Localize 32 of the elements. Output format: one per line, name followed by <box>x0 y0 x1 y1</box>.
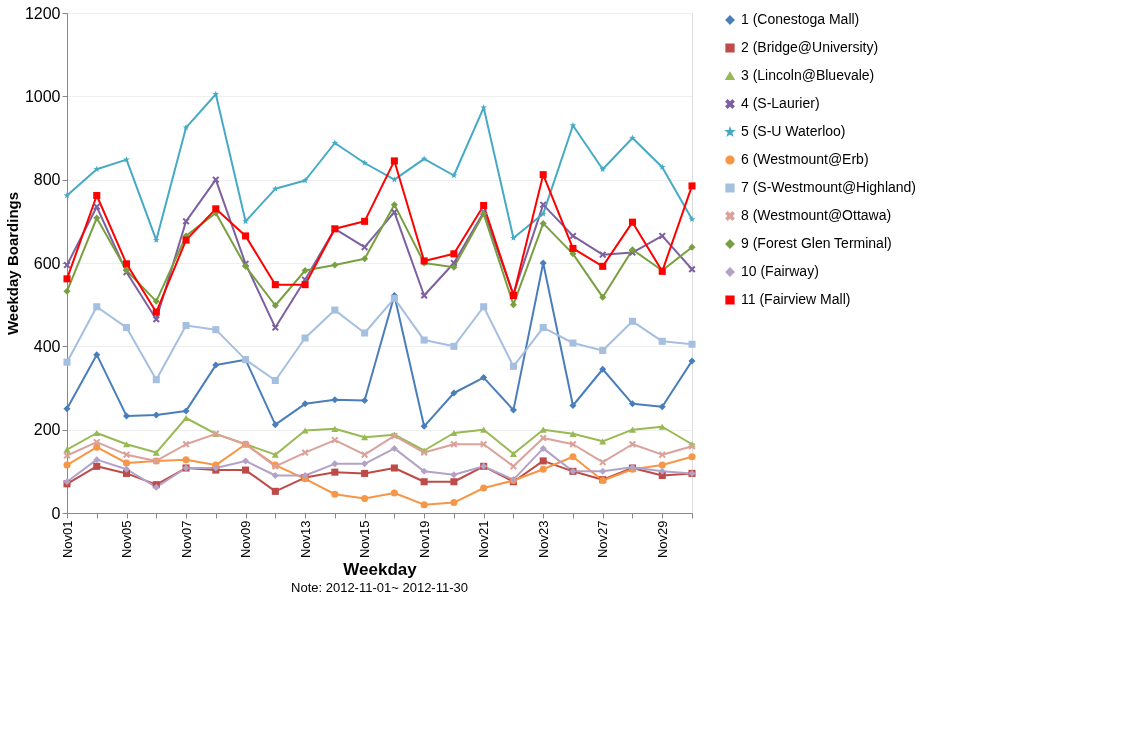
y-tick-label: 1200 <box>24 4 61 22</box>
x-tick-label: Nov23 <box>535 520 551 559</box>
x-tick-label: Nov05 <box>119 520 135 559</box>
legend-label: 7 (S-Westmount@Highland) <box>741 179 917 195</box>
legend-label: 6 (Westmount@Erb) <box>741 151 869 167</box>
x-tick-label: Nov07 <box>178 520 194 559</box>
x-tick-label: Nov29 <box>654 520 670 559</box>
x-tick-label: Nov09 <box>238 520 254 559</box>
legend-label: 11 (Fairview Mall) <box>741 291 851 307</box>
y-axis-title: Weekday Boardings <box>3 191 21 336</box>
y-tick-label: 600 <box>33 254 61 272</box>
legend-label: 5 (S-U Waterloo) <box>741 123 846 139</box>
y-tick-label: 800 <box>33 171 61 189</box>
y-tick-label: 400 <box>33 337 61 355</box>
legend-label: 4 (S-Laurier) <box>741 95 820 111</box>
legend-label: 2 (Bridge@University) <box>741 39 879 55</box>
legend-label: 1 (Conestoga Mall) <box>741 11 860 27</box>
y-tick-label: 0 <box>51 504 61 522</box>
legend-label: 3 (Lincoln@Bluevale) <box>741 67 875 83</box>
text: Note: 2012-11-01~ 2012-11-30 <box>291 579 468 595</box>
legend-label: 10 (Fairway) <box>741 263 819 279</box>
legend-label: 9 (Forest Glen Terminal) <box>741 235 892 251</box>
x-tick-label: Nov27 <box>595 520 611 559</box>
y-tick-label: 1000 <box>24 87 61 105</box>
x-tick-label: Nov01 <box>59 520 75 559</box>
x-tick-label: Nov19 <box>416 520 432 559</box>
y-tick-label: 200 <box>33 421 61 439</box>
x-tick-label: Nov15 <box>357 520 373 559</box>
x-tick-label: Nov21 <box>476 520 492 559</box>
legend-label: 8 (Westmount@Ottawa) <box>741 207 892 223</box>
x-tick-label: Nov13 <box>297 520 313 559</box>
x-axis-title: Weekday <box>343 560 418 580</box>
